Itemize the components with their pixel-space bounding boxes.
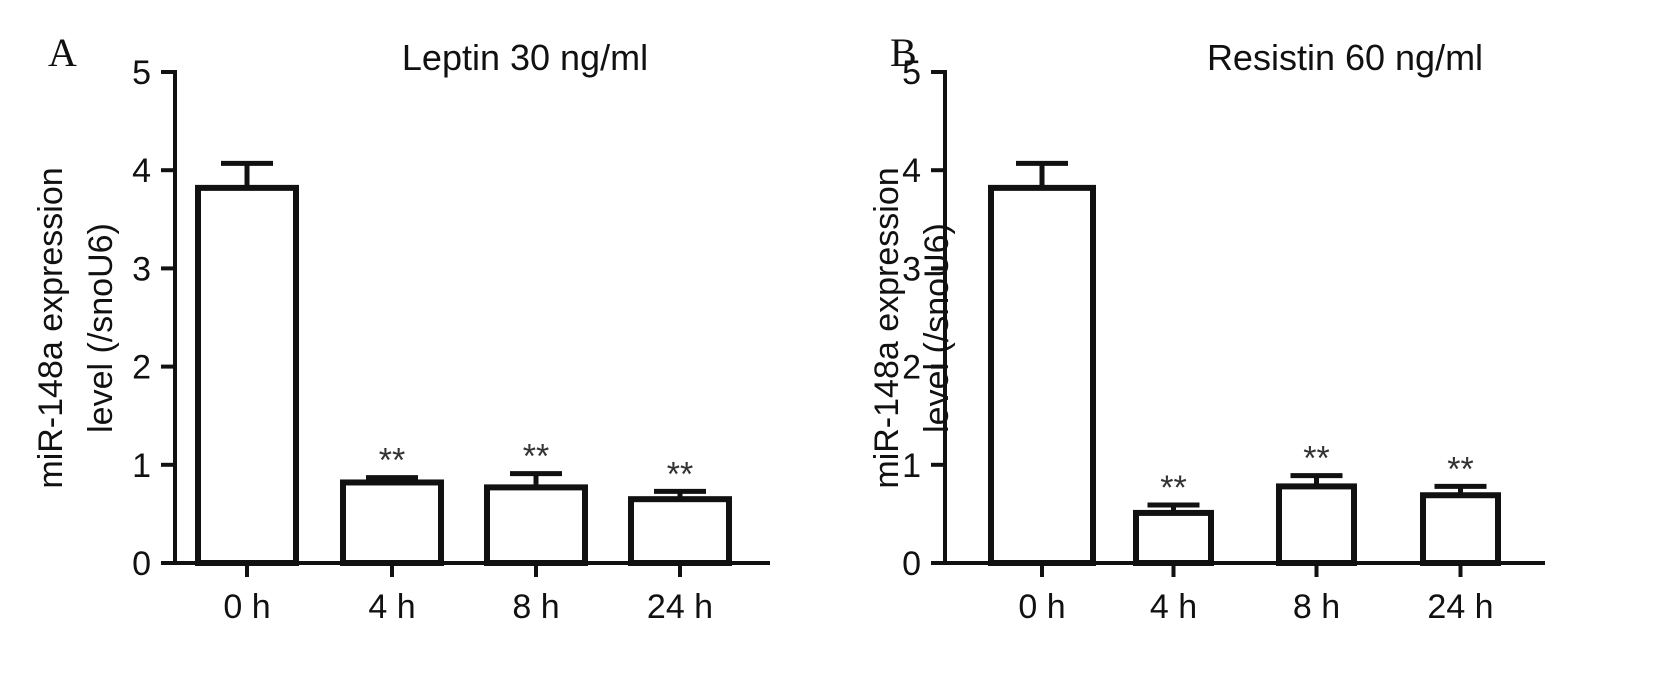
panel-letter-b: B [890, 30, 917, 75]
x-tick-label-b-0: 0 h [1018, 588, 1065, 626]
x-tick-label-a-0: 0 h [223, 588, 270, 626]
x-tick-label-b-2: 8 h [1293, 588, 1340, 626]
bar-a-3 [628, 496, 732, 567]
y-tick-label-a-0: 0 [132, 545, 151, 583]
significance-marker-b-3: ** [1447, 450, 1473, 488]
significance-marker-a-3: ** [667, 455, 693, 493]
x-tick-label-a-1: 4 h [368, 588, 415, 626]
bar-b-3 [1420, 492, 1501, 567]
x-tick-label-b-3: 24 h [1427, 588, 1493, 626]
significance-marker-b-2: ** [1303, 440, 1329, 478]
plot-area-b: 0 1 2 3 4 5 0 h 4 h ** 8 h ** 24 h ** [902, 54, 1545, 626]
bar-a-1 [340, 479, 444, 567]
y-axis-label-b-line2: level (/snoU6) [918, 223, 956, 433]
y-tick-label-b-1: 1 [902, 447, 921, 485]
y-tick-label-b-0: 0 [902, 545, 921, 583]
chart-panel-b: B Resistin 60 ng/ml miR-148a expression … [868, 30, 1545, 626]
y-tick-label-a-1: 1 [132, 447, 151, 485]
y-tick-label-a-5: 5 [132, 54, 151, 92]
plot-area-a: 0 1 2 3 4 5 0 h 4 h ** 8 h ** 24 h ** [132, 54, 770, 626]
y-tick-label-b-3: 3 [902, 250, 921, 288]
bar-a-2 [484, 484, 588, 566]
bar-b-0 [988, 184, 1096, 566]
panel-letter-a: A [48, 30, 77, 75]
x-tick-label-a-3: 24 h [647, 588, 713, 626]
y-axis-label-a-line1: miR-148a expression [32, 167, 70, 488]
y-tick-label-b-5: 5 [902, 54, 921, 92]
bar-b-1 [1133, 509, 1214, 567]
chart-title-b: Resistin 60 ng/ml [1207, 37, 1483, 78]
y-tick-label-b-4: 4 [902, 152, 921, 190]
y-axis-label-b-line1: miR-148a expression [868, 167, 906, 488]
y-tick-label-a-4: 4 [132, 152, 151, 190]
y-tick-label-b-2: 2 [902, 349, 921, 387]
bar-b-2 [1276, 483, 1357, 566]
x-tick-label-b-1: 4 h [1150, 588, 1197, 626]
chart-title-a: Leptin 30 ng/ml [402, 37, 648, 78]
y-axis-label-a-line2: level (/snoU6) [82, 223, 120, 433]
significance-marker-a-1: ** [379, 442, 405, 480]
x-tick-label-a-2: 8 h [512, 588, 559, 626]
significance-marker-a-2: ** [523, 438, 549, 476]
bar-a-0 [195, 184, 299, 566]
significance-marker-b-1: ** [1160, 469, 1186, 507]
y-tick-label-a-3: 3 [132, 250, 151, 288]
chart-panel-a: A Leptin 30 ng/ml miR-148a expression le… [32, 30, 770, 626]
y-tick-label-a-2: 2 [132, 349, 151, 387]
